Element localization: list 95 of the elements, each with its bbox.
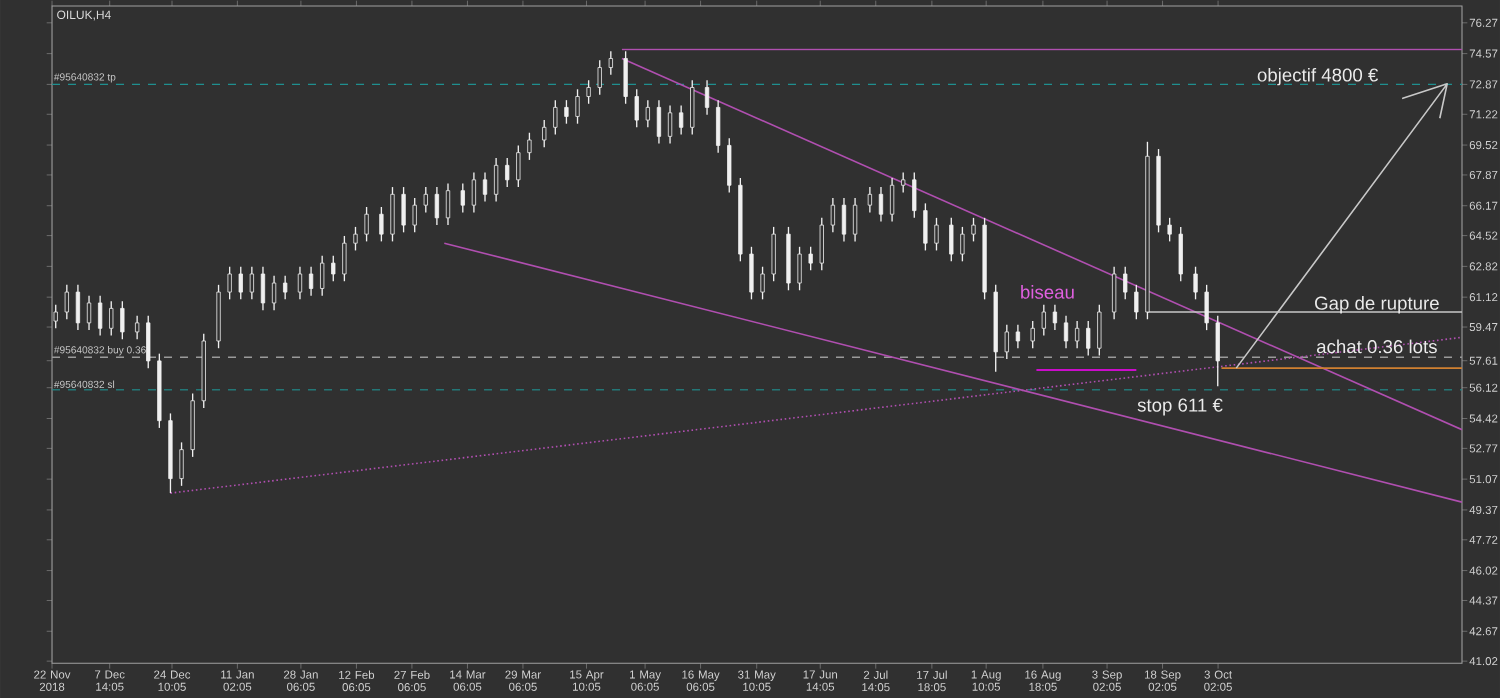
candlestick: [331, 255, 336, 282]
candlestick: [771, 226, 776, 282]
candlestick: [623, 50, 628, 105]
candlestick: [482, 171, 488, 203]
candlestick: [1215, 314, 1220, 387]
candlestick: [86, 295, 92, 331]
candlestick: [608, 50, 613, 76]
candlestick: [716, 99, 721, 154]
candlestick: [179, 441, 184, 487]
candlestick: [297, 266, 303, 301]
candlestick: [542, 119, 547, 148]
candlestick: [75, 284, 81, 331]
candlestick: [867, 186, 873, 214]
candlestick: [553, 99, 558, 136]
candlestick: [271, 275, 277, 311]
candlestick: [401, 186, 406, 234]
candlestick: [749, 246, 754, 301]
candlestick: [460, 182, 465, 214]
candlestick: [445, 182, 451, 226]
candlestick: [808, 246, 813, 272]
candlestick: [53, 304, 58, 329]
candlestick: [1041, 304, 1046, 337]
candlestick: [64, 284, 69, 320]
candlestick: [342, 235, 347, 282]
candlestick: [1123, 266, 1128, 301]
candlestick: [283, 275, 288, 301]
candlestick: [901, 171, 906, 194]
candlestick: [934, 217, 939, 252]
candlestick: [1015, 324, 1021, 349]
annotation: stop 611 €: [1137, 398, 1223, 416]
candlestick: [852, 197, 858, 243]
candlestick: [505, 157, 510, 188]
candlestick: [889, 177, 895, 223]
candlestick: [146, 314, 151, 369]
candlestick: [727, 137, 732, 194]
candlestick: [923, 202, 928, 252]
candlestick: [1086, 320, 1091, 357]
candlestick: [841, 197, 847, 243]
candlestick: [819, 217, 824, 272]
candlestick: [412, 197, 417, 234]
candlestick: [878, 186, 884, 223]
candlestick: [227, 266, 232, 301]
candlestick: [109, 300, 114, 337]
annotation: Gap de rupture: [1315, 296, 1439, 314]
candlestick: [1063, 314, 1069, 349]
candlestick: [238, 266, 243, 301]
candlestick: [1052, 304, 1058, 331]
candlestick: [471, 171, 477, 214]
annotation: achat 0.36 lots: [1316, 339, 1437, 354]
candlestick: [320, 255, 325, 297]
candlestick: [586, 79, 591, 105]
candlestick: [364, 206, 369, 243]
candlestick: [830, 197, 836, 234]
candlestick: [493, 157, 499, 203]
candlestick: [690, 79, 695, 136]
candlestick: [1204, 284, 1209, 331]
candlestick: [516, 144, 521, 188]
candlestick: [634, 88, 639, 128]
candlestick: [1030, 320, 1035, 349]
candlestick: [135, 314, 140, 340]
candlestick: [260, 266, 266, 311]
candlestick: [379, 206, 384, 243]
candlestick: [704, 79, 710, 116]
candlestick: [912, 171, 917, 219]
candlestick: [949, 217, 954, 262]
candlestick: [1111, 266, 1117, 320]
candlestick: [760, 266, 765, 301]
candlestick: [667, 104, 673, 145]
candlestick: [1074, 320, 1080, 349]
candlestick: [1004, 324, 1009, 360]
candlestick: [1178, 226, 1183, 282]
candlestick: [434, 186, 440, 226]
candlestick: [1193, 266, 1198, 301]
candlestick: [249, 266, 254, 301]
candlestick: [564, 99, 569, 125]
annotation: biseau: [1021, 285, 1074, 299]
candlestick: [645, 99, 650, 128]
candlestick: [1167, 217, 1172, 243]
candlestick: [1134, 284, 1139, 320]
candlestick: [597, 59, 602, 96]
candlestick: [679, 104, 684, 136]
candlestick: [423, 186, 428, 214]
candlestick: [1097, 304, 1102, 357]
candlestick: [797, 246, 802, 291]
candlestick: [527, 132, 532, 161]
candlestick: [308, 266, 314, 297]
candlestick: [120, 300, 125, 340]
candlestick: [575, 88, 580, 125]
candlestick: [960, 226, 965, 262]
candlestick: [390, 186, 395, 243]
candlestick: [971, 217, 976, 243]
candlestick: [97, 295, 103, 337]
candlestick: [656, 99, 662, 145]
annotation: objectif 4800 €: [1257, 67, 1379, 86]
candlestick: [353, 226, 358, 252]
